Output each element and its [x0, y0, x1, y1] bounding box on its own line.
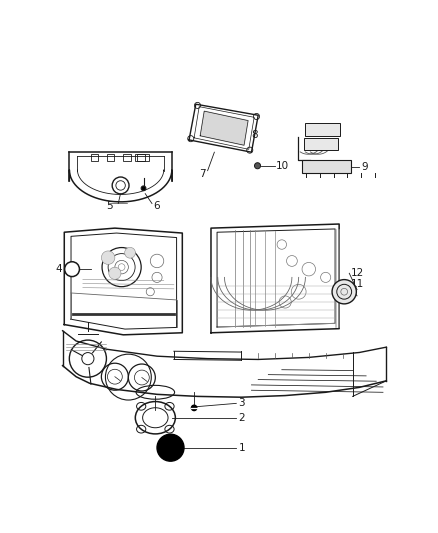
- Text: 5: 5: [106, 201, 113, 211]
- Text: 11: 11: [351, 279, 364, 288]
- Circle shape: [101, 251, 115, 264]
- FancyBboxPatch shape: [302, 160, 351, 173]
- Polygon shape: [189, 104, 258, 152]
- Polygon shape: [200, 111, 248, 145]
- Circle shape: [141, 186, 146, 191]
- Text: 4: 4: [55, 264, 62, 274]
- FancyBboxPatch shape: [304, 138, 339, 150]
- Circle shape: [332, 280, 357, 304]
- FancyBboxPatch shape: [305, 124, 340, 136]
- Circle shape: [109, 267, 121, 279]
- Text: 12: 12: [351, 268, 364, 278]
- Circle shape: [112, 177, 129, 194]
- Text: 7: 7: [199, 169, 206, 179]
- Circle shape: [65, 262, 79, 277]
- Text: 9: 9: [361, 163, 367, 172]
- Circle shape: [254, 163, 261, 169]
- Text: 6: 6: [154, 201, 160, 211]
- Text: 3: 3: [239, 398, 245, 408]
- Text: 2: 2: [239, 413, 245, 423]
- Circle shape: [191, 405, 197, 410]
- Text: 1: 1: [239, 443, 245, 453]
- Circle shape: [125, 247, 135, 258]
- Text: 8: 8: [251, 131, 258, 140]
- Circle shape: [157, 434, 184, 461]
- Text: 10: 10: [276, 161, 289, 171]
